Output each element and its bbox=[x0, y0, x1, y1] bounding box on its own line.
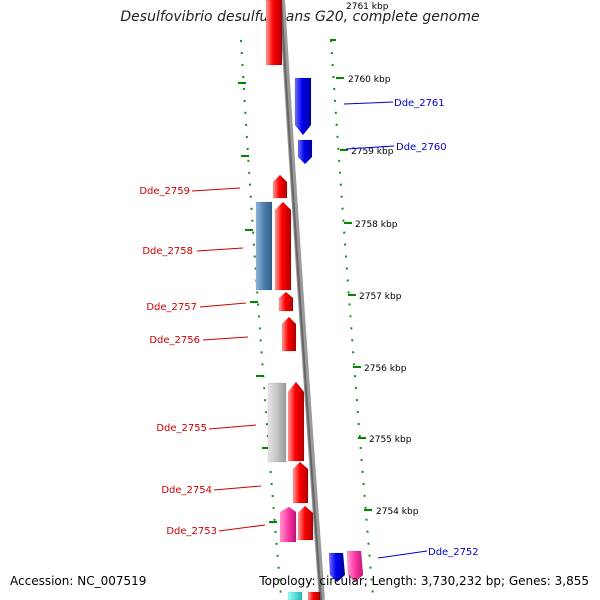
leader-line bbox=[377, 550, 428, 559]
leader-line bbox=[208, 424, 257, 430]
gene-arrow[interactable] bbox=[274, 201, 292, 291]
leader-line bbox=[202, 336, 249, 341]
leader-line bbox=[345, 145, 395, 150]
kbp-scale: 2761 kbp 2760 kbp 2759 kbp 2758 kbp 2757… bbox=[346, 2, 419, 517]
gene-arrow[interactable] bbox=[307, 591, 321, 600]
gene-arrow[interactable] bbox=[267, 382, 287, 463]
leader-line bbox=[213, 485, 262, 491]
gene-label[interactable]: Dde_2754 bbox=[161, 485, 212, 496]
leader-line bbox=[343, 101, 394, 105]
gene-arrow[interactable] bbox=[281, 316, 297, 352]
inner-dotted-track bbox=[240, 39, 282, 597]
kbp-label: 2759 kbp bbox=[351, 147, 394, 157]
track-ticks bbox=[238, 39, 372, 523]
kbp-label: 2755 kbp bbox=[369, 435, 412, 445]
leader-line bbox=[218, 524, 266, 532]
gene-arrow[interactable] bbox=[294, 77, 312, 136]
gene-arrow[interactable] bbox=[292, 461, 309, 504]
map-title: Desulfovibrio desulfuricans G20, complet… bbox=[120, 9, 480, 25]
gene-arrow[interactable] bbox=[278, 291, 294, 312]
gene-label[interactable]: Dde_2759 bbox=[139, 186, 190, 197]
gene-label[interactable]: Dde_2761 bbox=[394, 98, 445, 109]
gene-arrow[interactable] bbox=[279, 506, 297, 543]
outer-dotted-track bbox=[330, 39, 374, 597]
gene-label[interactable]: Dde_2753 bbox=[166, 526, 217, 537]
gene-arrow[interactable] bbox=[265, 0, 283, 66]
accession-text: Accession: NC_007519 bbox=[10, 574, 147, 588]
gene-arrow[interactable] bbox=[255, 201, 273, 291]
gene-arrow[interactable] bbox=[328, 552, 346, 583]
kbp-label: 2757 kbp bbox=[359, 292, 402, 302]
gene-arrow[interactable] bbox=[346, 550, 364, 583]
gene-label[interactable]: Dde_2755 bbox=[156, 423, 207, 434]
gene-label[interactable]: Dde_2758 bbox=[142, 246, 193, 257]
gene-arrow[interactable] bbox=[297, 505, 314, 541]
gene-arrow[interactable] bbox=[297, 139, 313, 165]
gene-label[interactable]: Dde_2757 bbox=[146, 302, 197, 313]
kbp-label: 2758 kbp bbox=[355, 220, 398, 230]
leader-line bbox=[196, 247, 244, 252]
kbp-label: 2754 kbp bbox=[376, 507, 419, 517]
gene-arrow[interactable] bbox=[287, 591, 303, 600]
gene-label[interactable]: Dde_2752 bbox=[428, 547, 479, 558]
gene-arrow[interactable] bbox=[287, 381, 305, 462]
gene-labels: Dde_2761 Dde_2760 Dde_2759 Dde_2758 Dde_… bbox=[139, 98, 478, 558]
kbp-label: 2756 kbp bbox=[364, 364, 407, 374]
gene-features bbox=[255, 0, 364, 600]
genome-summary-text: Topology: circular; Length: 3,730,232 bp… bbox=[259, 574, 589, 588]
genome-backbone-edge bbox=[280, 0, 322, 600]
leader-line bbox=[191, 187, 241, 192]
kbp-label: 2760 kbp bbox=[348, 75, 391, 85]
gene-label[interactable]: Dde_2756 bbox=[149, 335, 200, 346]
gene-label[interactable]: Dde_2760 bbox=[396, 142, 447, 153]
gene-arrow[interactable] bbox=[272, 174, 288, 199]
label-leaders bbox=[191, 101, 428, 559]
kbp-label: 2761 kbp bbox=[346, 2, 389, 12]
leader-line bbox=[199, 302, 247, 308]
